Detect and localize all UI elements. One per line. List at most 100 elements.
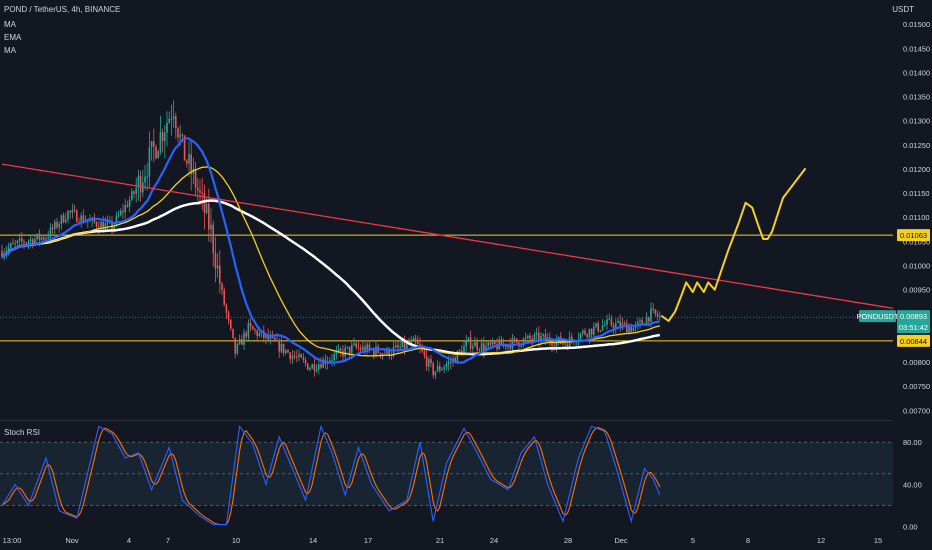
projection-path[interactable]	[661, 168, 806, 322]
candle-body	[483, 343, 485, 351]
candle-body	[520, 345, 522, 347]
candle-body	[307, 363, 309, 370]
candle-body	[76, 210, 78, 222]
candle-body	[553, 345, 555, 347]
price-tick-label: 0.01100	[903, 213, 930, 222]
price-tick-label: 0.01200	[903, 165, 930, 174]
candle-body	[155, 146, 157, 159]
time-axis[interactable]: 13:00 Nov 4 7 10 14 17 21 24 28 Dec 5 8 12 15	[3, 536, 883, 545]
candle-body	[216, 265, 219, 269]
candle-body	[469, 337, 472, 349]
candle-body	[590, 328, 593, 335]
candle-body	[395, 345, 397, 348]
candle-body	[445, 364, 448, 368]
candle-body	[166, 122, 168, 133]
candle-body	[80, 215, 82, 224]
candle-body	[54, 221, 56, 230]
candle-body	[170, 118, 173, 120]
candle-body	[511, 338, 514, 349]
candle-body	[309, 368, 311, 370]
time-tick-label: 12	[817, 536, 825, 545]
candle-body	[60, 215, 63, 225]
stoch-d-line	[1, 427, 661, 526]
candle-body	[285, 350, 287, 354]
candle-body	[467, 337, 470, 342]
stoch-k-line	[1, 424, 661, 526]
candle-body	[181, 134, 184, 136]
candle-body	[593, 326, 595, 335]
candle-body	[100, 222, 102, 230]
candle-body	[421, 347, 423, 352]
price-tick-label: 0.00700	[903, 406, 930, 415]
trend-line[interactable]	[1, 163, 932, 317]
candle-body	[227, 312, 230, 320]
candle-body	[632, 327, 635, 332]
candle-body	[628, 326, 630, 333]
candle-body	[489, 342, 492, 345]
candle-body	[617, 320, 619, 324]
time-tick-label: 5	[691, 536, 695, 545]
candle-body	[40, 237, 43, 240]
indicator-ema[interactable]: EMA	[4, 33, 22, 42]
candle-body	[271, 336, 274, 338]
price-axis-bg	[893, 0, 932, 550]
candle-body	[610, 318, 613, 326]
candle-body	[298, 354, 300, 357]
candle-body	[102, 222, 104, 230]
candle-body	[32, 239, 34, 245]
horizontal-levels	[0, 234, 893, 342]
candle-body	[401, 341, 404, 348]
candle-body	[87, 221, 89, 223]
candle-body	[230, 319, 232, 329]
candle-body	[450, 361, 452, 363]
candle-body	[527, 335, 529, 338]
candle-body	[179, 134, 181, 138]
candle-body	[95, 222, 98, 227]
candle-body	[494, 340, 496, 345]
candle-body	[5, 251, 8, 254]
candle-body	[188, 154, 190, 164]
time-tick-label: 24	[490, 536, 498, 545]
candle-body	[412, 338, 415, 341]
price-tick-label: 0.01450	[903, 44, 930, 53]
candle-body	[247, 323, 250, 337]
candle-body	[245, 332, 247, 337]
candle-body	[274, 337, 276, 342]
time-tick-label: 14	[309, 536, 317, 545]
candle-body	[49, 227, 52, 238]
indicator-ma-2[interactable]: MA	[4, 46, 16, 55]
price-tick-label: 0.01000	[903, 262, 930, 271]
candle-body	[529, 335, 531, 339]
candle-body	[656, 314, 659, 317]
candle-body	[362, 346, 364, 350]
candle-body	[434, 371, 437, 376]
stoch-tick-label: 80.00	[903, 438, 922, 447]
candle-body	[478, 349, 481, 351]
candle-body	[604, 324, 606, 326]
descending-trend-line[interactable]	[1, 163, 932, 317]
stoch-tick-label: 40.00	[903, 480, 922, 489]
candle-body	[18, 238, 21, 241]
candle-body	[78, 221, 80, 224]
candle-body	[219, 265, 221, 284]
candle-body	[36, 233, 38, 239]
candle-body	[615, 323, 617, 329]
candle-body	[333, 354, 335, 361]
candle-body	[161, 132, 164, 141]
price-tag-text: PONDUSDT	[856, 312, 899, 321]
candle-body	[117, 215, 120, 217]
candle-body	[331, 360, 333, 362]
price-axis[interactable]: 0.007000.007500.008000.008500.009000.009…	[893, 0, 932, 550]
time-tick-label: 8	[746, 536, 750, 545]
projection-line[interactable]	[661, 168, 806, 322]
candle-body	[595, 323, 597, 327]
candle-body	[190, 154, 192, 175]
candle-body	[120, 210, 122, 216]
candle-body	[551, 342, 553, 346]
indicator-ma-1[interactable]: MA	[4, 20, 16, 29]
candle-body	[335, 351, 338, 355]
price-tag-countdown	[897, 321, 930, 334]
stoch-rsi-title: Stoch RSI	[4, 428, 41, 437]
candle-body	[175, 116, 177, 129]
